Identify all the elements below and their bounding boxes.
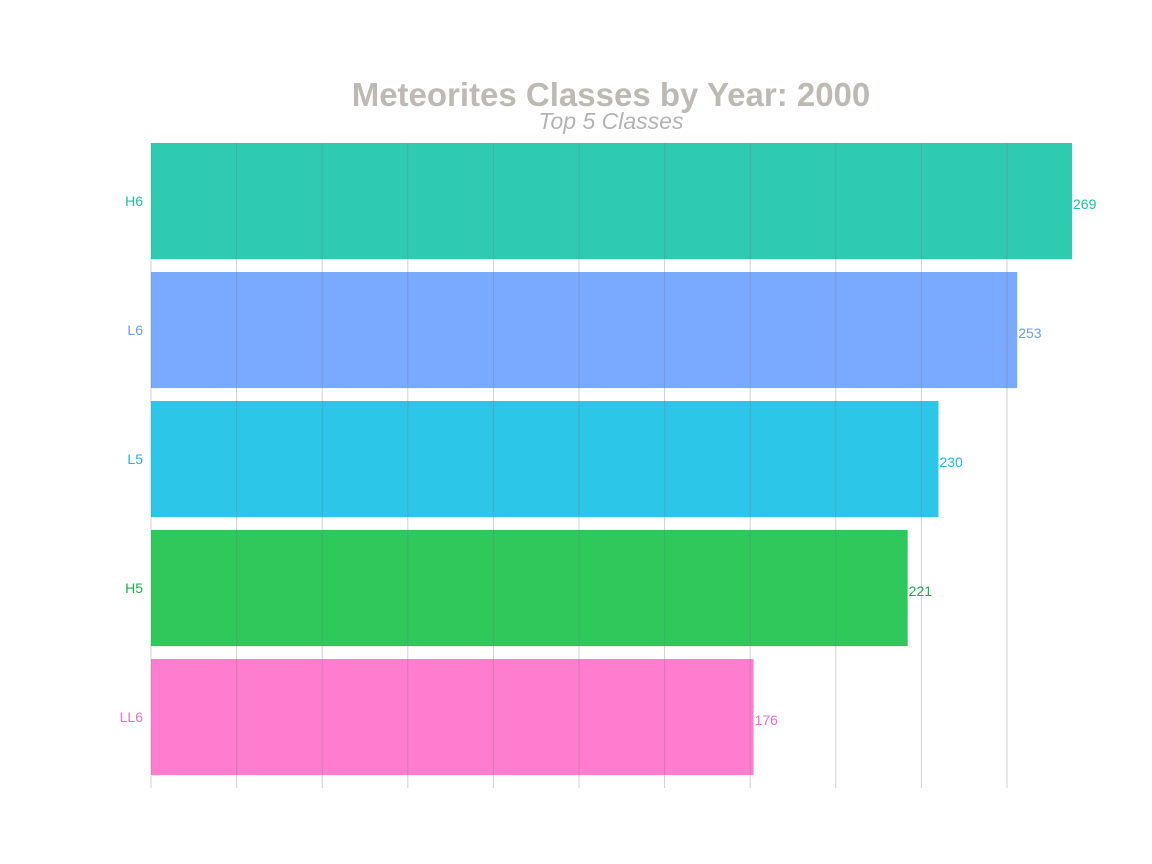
chart-subtitle: Top 5 Classes [538,108,684,134]
category-label: LL6 [120,709,144,725]
chart-title: Meteorites Classes by Year: 2000 [351,76,871,113]
bar-l5 [151,401,939,518]
value-label: 221 [909,583,933,599]
value-label: 253 [1018,325,1042,341]
value-label: 269 [1073,196,1097,212]
value-label: 230 [939,454,963,470]
category-label: H6 [125,193,143,209]
bar-h6 [151,143,1072,260]
gridlines [150,143,1008,788]
value-label: 176 [755,712,779,728]
labels-layer: H6 269 L6 253 L5 230 H5 221 LL6 176 [120,193,1097,728]
bar-l6 [151,272,1018,389]
category-label: L5 [127,451,143,467]
bar-h5 [151,530,908,647]
category-label: H5 [125,580,143,596]
category-label: L6 [127,322,143,338]
bars-layer [151,143,1072,776]
bar-ll6 [151,659,754,776]
